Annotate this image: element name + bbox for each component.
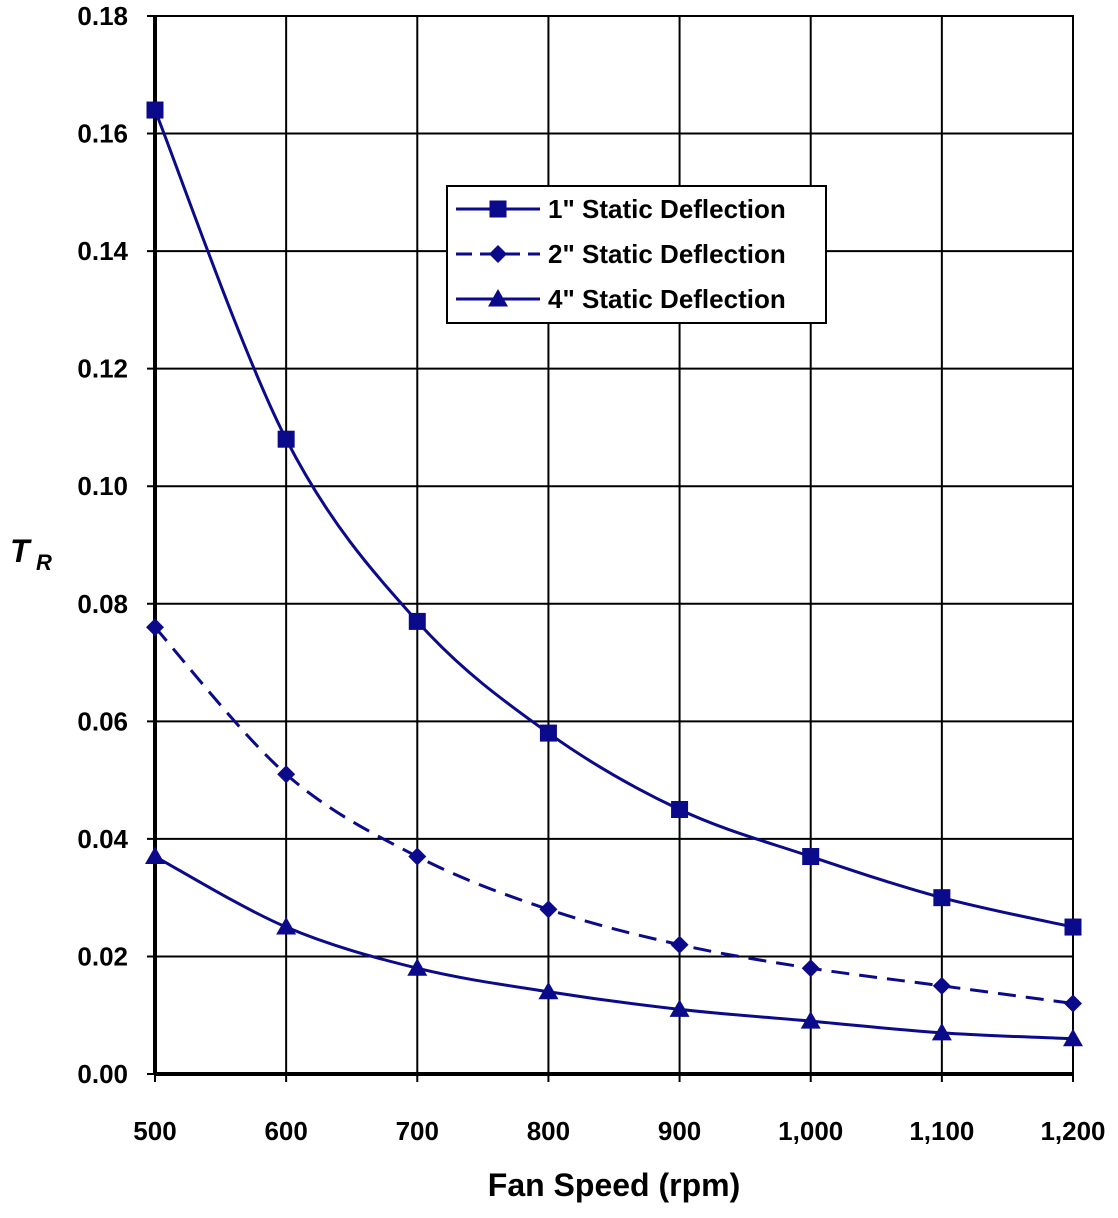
y-tick-label: 0.04 — [77, 824, 128, 854]
x-tick-label: 700 — [396, 1116, 439, 1146]
y-tick-label: 0.16 — [77, 119, 128, 149]
data-point-square — [802, 848, 820, 866]
legend: 1" Static Deflection 2" Static Deflection… — [446, 185, 827, 324]
y-tick-label: 0.00 — [77, 1059, 128, 1089]
data-point-square — [1064, 918, 1082, 936]
data-point-triangle — [538, 981, 559, 1000]
series-3 — [145, 846, 1083, 1047]
data-point-square — [408, 612, 426, 630]
x-tick-label: 600 — [264, 1116, 307, 1146]
y-tick-label: 0.06 — [77, 706, 128, 736]
series-layer — [145, 101, 1083, 1047]
axes — [153, 15, 1074, 1076]
y-tick-label: 0.14 — [77, 236, 128, 266]
series-line — [154, 855, 1074, 1041]
y-axis-title-subscript: R — [36, 550, 52, 575]
x-tick-label: 1,000 — [778, 1116, 843, 1146]
data-point-square — [539, 724, 557, 742]
x-tick-label: 500 — [133, 1116, 176, 1146]
legend-item: 1" Static Deflection — [456, 194, 786, 224]
y-tick-label: 0.18 — [77, 1, 128, 31]
data-point-square — [277, 430, 295, 448]
y-tick-label: 0.12 — [77, 354, 128, 384]
data-point-square — [146, 101, 164, 119]
legend-label: 4" Static Deflection — [548, 284, 786, 314]
data-point-triangle — [800, 1011, 821, 1029]
data-point-triangle — [407, 958, 428, 976]
data-point-diamond — [146, 618, 164, 637]
x-axis-title: Fan Speed (rpm) — [488, 1167, 740, 1203]
y-axis-title: T R — [10, 533, 52, 575]
legend-item: 2" Static Deflection — [456, 239, 786, 269]
legend-label: 2" Static Deflection — [548, 239, 786, 269]
x-tick-label: 800 — [527, 1116, 570, 1146]
legend-marker-triangle — [488, 289, 508, 307]
y-tick-label: 0.02 — [77, 941, 128, 971]
y-tick-label: 0.08 — [77, 589, 128, 619]
data-point-triangle — [1063, 1028, 1083, 1047]
data-point-diamond — [277, 765, 296, 784]
data-point-triangle — [145, 846, 165, 865]
legend-marker-diamond — [489, 245, 507, 263]
series-line — [153, 626, 1074, 1005]
x-tick-label: 1,200 — [1040, 1116, 1105, 1146]
data-point-diamond — [932, 976, 951, 995]
y-tick-labels: 0.00 0.02 0.04 0.06 0.08 0.10 0.12 0.14 0.16 0.18 — [77, 1, 128, 1089]
data-point-diamond — [539, 900, 558, 919]
series-2 — [146, 618, 1082, 1013]
legend-marker-square — [489, 200, 507, 218]
data-point-triangle — [276, 917, 297, 935]
data-point-square — [671, 801, 689, 818]
x-tick-labels: 500 600 700 800 900 1,000 1,100 1,200 — [133, 1116, 1105, 1146]
plot-area-border — [154, 15, 1074, 1075]
data-point-triangle — [669, 999, 690, 1017]
data-point-diamond — [801, 959, 820, 978]
data-point-diamond — [408, 847, 427, 866]
y-tick-label: 0.10 — [77, 471, 128, 501]
data-point-diamond — [1064, 994, 1082, 1013]
x-tick-label: 900 — [658, 1116, 701, 1146]
series-1 — [146, 101, 1082, 936]
x-tick-label: 1,100 — [909, 1116, 974, 1146]
legend-item: 4" Static Deflection — [456, 284, 786, 314]
data-point-triangle — [931, 1022, 952, 1041]
data-point-diamond — [670, 935, 689, 954]
data-point-square — [933, 889, 951, 907]
y-axis-title-main: T — [10, 533, 32, 569]
legend-label: 1" Static Deflection — [548, 194, 786, 224]
